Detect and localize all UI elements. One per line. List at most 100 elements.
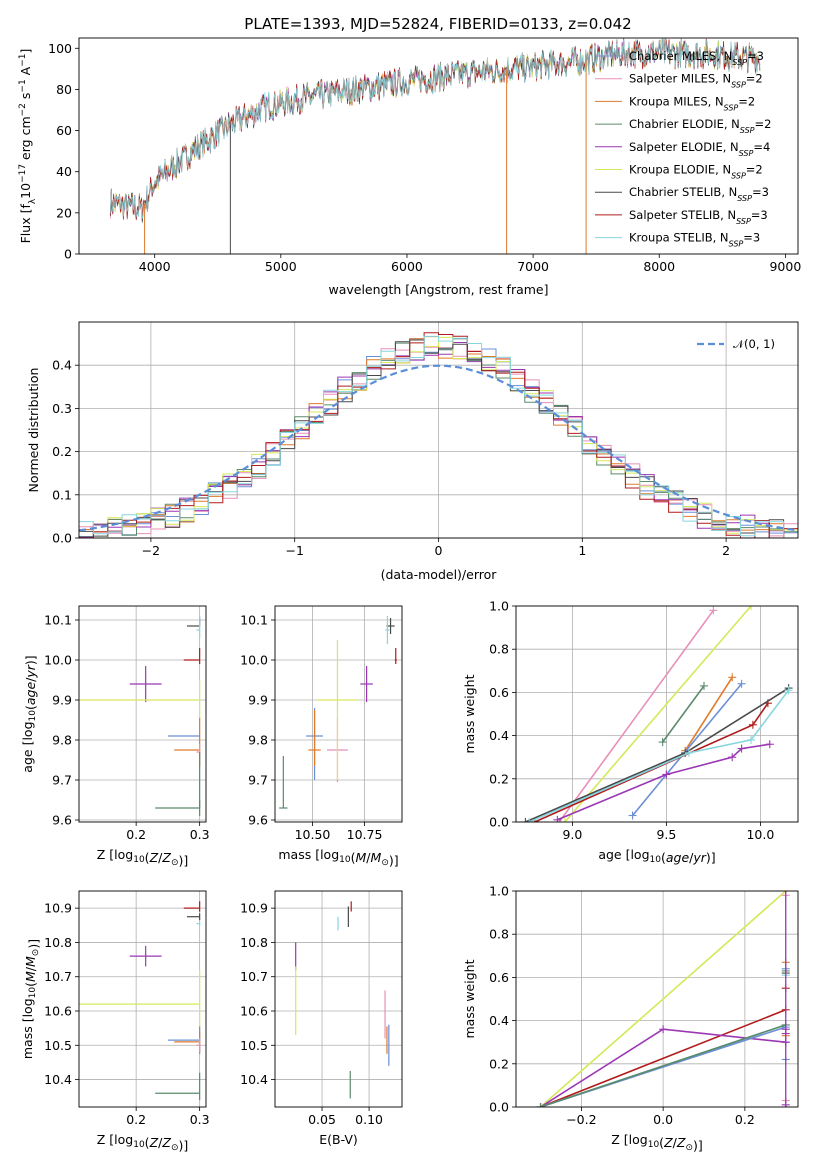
- series-line: [540, 1009, 786, 1107]
- y-tick-label: 9.6: [52, 813, 72, 828]
- x-tick-label: 0.2: [126, 1112, 146, 1127]
- label-part: s: [18, 93, 33, 104]
- y-axis-label: mass weight: [462, 674, 477, 753]
- histogram-step: [79, 342, 798, 538]
- plot-area: [79, 616, 201, 816]
- label-part: Z: [149, 850, 159, 865]
- label-part: −17: [18, 164, 28, 183]
- label-part: ⊙: [31, 949, 41, 957]
- label-part: Z: [676, 1135, 686, 1150]
- y-tick-label: 40: [56, 164, 72, 179]
- label-part: Z [log: [97, 847, 133, 862]
- y-tick-label: 10.5: [44, 1038, 72, 1053]
- axes-frame: [78, 321, 799, 539]
- histogram-step: [79, 332, 798, 538]
- label-part: age [log: [598, 847, 649, 862]
- legend-series: Chabrier ELODIE, N: [629, 117, 740, 131]
- legend-label: Chabrier ELODIE, NSSP=2: [629, 117, 771, 135]
- label-part: M: [371, 850, 382, 865]
- label-part: /: [158, 1135, 163, 1150]
- y-tick-label: 9.6: [248, 813, 268, 828]
- label-part: (: [145, 1135, 150, 1150]
- y-tick-label: 10.1: [44, 613, 72, 628]
- legend-label: Salpeter ELODIE, NSSP=4: [629, 140, 770, 158]
- label-part: −1: [18, 54, 28, 67]
- y-tick-label: 0.4: [489, 728, 509, 743]
- panel-spectrum: 4000 5000 6000 7000 8000 9000 0 20 40 60 80 100 wave…: [18, 37, 801, 297]
- label-part: ]: [18, 49, 33, 54]
- x-tick-label: 0.2: [735, 1112, 755, 1127]
- label-part: (: [659, 1135, 664, 1150]
- y-tick-label: 0.1: [52, 487, 72, 502]
- legend-label: Salpeter STELIB, NSSP=3: [629, 208, 768, 226]
- panel-residuals: −2 −1 0 1 2 0.0 0.1 0.2 0.3 0.4 (data-model)/error…: [26, 321, 799, 582]
- plot-area: [295, 901, 390, 1099]
- legend-label: Chabrier MILES, NSSP=3: [629, 49, 764, 67]
- chart-panels: 4000 5000 6000 7000 8000 9000020406080100wave…: [18, 37, 801, 1153]
- x-axis-label: Z [log10(Z/Z⊙)]: [611, 1132, 703, 1153]
- label-part: /: [673, 1135, 678, 1150]
- legend-count: =3: [747, 49, 764, 63]
- series-line: [525, 687, 790, 822]
- legend-count: =4: [753, 140, 770, 154]
- series-line: [631, 683, 743, 817]
- y-tick-label: 10.4: [44, 1072, 72, 1087]
- panel-age_vs_Z: 0.2 0.39.69.79.89.910.010.1Z [log10(Z/Z⊙)…: [20, 605, 210, 868]
- legend-subscript: SSP: [729, 239, 744, 248]
- label-part: ⊙: [171, 858, 179, 868]
- legend-subscript: SSP: [732, 58, 747, 67]
- label-part: )]: [693, 1138, 703, 1153]
- y-tick-label: 10.9: [240, 901, 268, 916]
- legend-series: Chabrier MILES, N: [629, 49, 732, 63]
- y-tick-label: 80: [56, 82, 72, 97]
- series-line: [540, 1024, 786, 1107]
- y-tick-label: 0.6: [489, 685, 509, 700]
- y-tick-label: 0.8: [489, 927, 509, 942]
- axes-frame: [78, 37, 799, 255]
- label-part: Z [log: [97, 1132, 133, 1147]
- x-tick-label: 6000: [391, 259, 423, 274]
- x-tick-label: −0.2: [566, 1112, 596, 1127]
- y-tick-label: 1.0: [489, 884, 509, 899]
- x-tick-label: 0.3: [190, 1112, 210, 1127]
- y-tick-label: 0.0: [489, 1100, 509, 1115]
- label-part: (: [23, 705, 38, 710]
- panel-massweight_vs_age: 9.0 9.5 10.0 0.0 0.2 0.4 0.6 0.8 1.0 age [log10(a…: [462, 599, 799, 865]
- legend-count: =3: [751, 208, 768, 222]
- label-part: )]: [23, 655, 38, 665]
- x-tick-label: 0.2: [126, 827, 146, 842]
- y-axis-label: Flux [fλ10−17 erg cm−2 s−1 A−1]: [18, 49, 38, 244]
- y-tick-label: 10.5: [240, 1038, 268, 1053]
- y-tick-label: 10.6: [240, 1004, 268, 1019]
- y-tick-label: 10.8: [240, 935, 268, 950]
- x-tick-label: −1: [285, 543, 303, 558]
- x-axis-label: mass [log10(M/M⊙)]: [278, 847, 398, 868]
- legend-series: Salpeter STELIB, N: [629, 208, 736, 222]
- x-axis-label: age [log10(age/yr)]: [598, 847, 715, 865]
- label-part: 10: [648, 1140, 660, 1150]
- y-tick-label: 0.4: [52, 358, 72, 373]
- label-part: )]: [26, 939, 41, 949]
- legend-series: Kroupa STELIB, N: [629, 231, 729, 245]
- series-line: [684, 676, 733, 752]
- legend-subscript: SSP: [731, 171, 746, 180]
- legend-count: =2: [746, 72, 763, 86]
- y-axis-label: mass weight: [462, 959, 477, 1038]
- label-part: Z [log: [611, 1132, 647, 1147]
- x-tick-label: 9.0: [562, 827, 582, 842]
- label-part: M: [23, 956, 38, 967]
- label-part: )]: [178, 853, 188, 868]
- y-tick-label: 10.0: [44, 653, 72, 668]
- legend-series: Salpeter ELODIE, N: [629, 140, 739, 154]
- legend-count: =2: [738, 94, 755, 108]
- label-part: Z: [149, 1135, 159, 1150]
- series-line: [528, 689, 790, 822]
- legend-subscript: SSP: [731, 80, 746, 89]
- legend-subscript: SSP: [724, 103, 739, 112]
- plot-area: [110, 38, 761, 254]
- plot-area: [279, 616, 397, 809]
- y-tick-label: 0.4: [489, 1013, 509, 1028]
- x-tick-label: 0.05: [308, 1112, 336, 1127]
